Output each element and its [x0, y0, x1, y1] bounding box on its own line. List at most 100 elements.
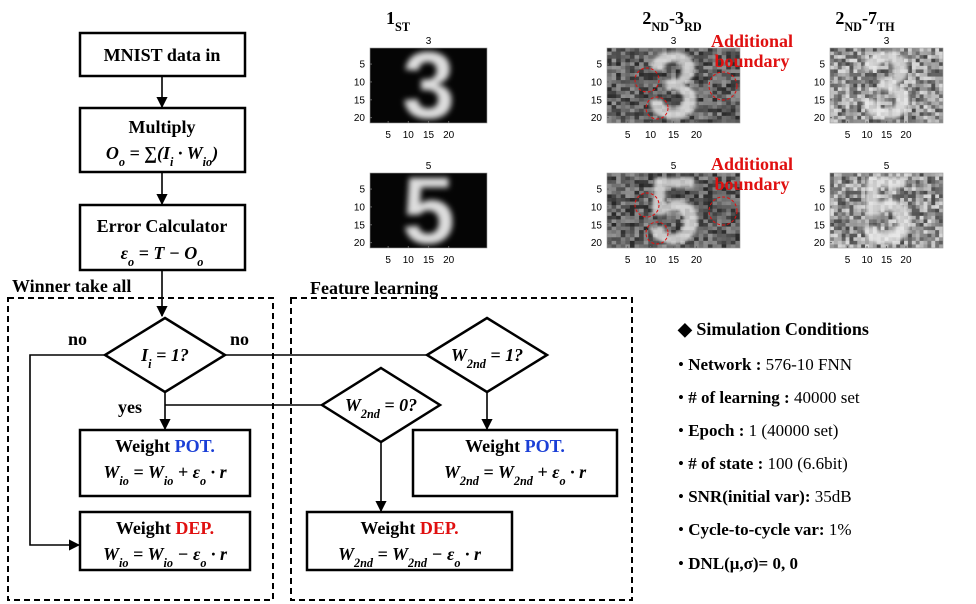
noise-pixel — [726, 55, 732, 60]
noise-pixel — [671, 80, 677, 85]
noise-pixel — [712, 98, 718, 102]
formula-sub: o — [560, 474, 566, 488]
noise-pixel — [735, 244, 740, 248]
noise-pixel — [689, 90, 695, 95]
noise-pixel — [880, 55, 885, 60]
noise-pixel — [939, 208, 943, 213]
noise-pixel — [884, 62, 889, 67]
noise-pixel — [684, 187, 690, 192]
noise-pixel — [904, 194, 909, 199]
noise-pixel — [698, 87, 704, 92]
noise-pixel — [680, 108, 686, 113]
noise-pixel — [830, 194, 835, 199]
noise-pixel — [931, 223, 936, 227]
noise-pixel — [607, 69, 612, 74]
noise-pixel — [684, 208, 690, 213]
condition-label: Cycle-to-cycle var: — [688, 520, 824, 539]
noise-pixel — [707, 55, 713, 60]
noise-pixel — [876, 215, 881, 220]
noise-pixel — [689, 233, 695, 238]
noise-pixel — [923, 244, 928, 248]
noise-pixel — [849, 230, 854, 235]
noise-pixel — [896, 244, 901, 248]
condition-label: DNL(μ,σ)= 0, 0 — [688, 554, 798, 573]
noise-pixel — [703, 233, 709, 238]
noise-pixel — [861, 240, 866, 245]
noise-pixel — [900, 183, 905, 188]
formula-sub: io — [119, 474, 129, 488]
noise-pixel — [884, 90, 889, 95]
noise-pixel — [675, 183, 681, 188]
noise-pixel — [657, 219, 663, 224]
branch-label: no — [68, 329, 87, 349]
noise-pixel — [907, 115, 913, 120]
noise-pixel — [689, 51, 695, 56]
noise-pixel — [684, 73, 690, 77]
noise-pixel — [919, 230, 924, 235]
noise-pixel — [935, 183, 940, 188]
noise-pixel — [639, 80, 644, 85]
noise-pixel — [726, 190, 732, 195]
noise-pixel — [939, 237, 943, 242]
noise-pixel — [837, 48, 842, 52]
noise-pixel — [904, 58, 909, 63]
noise-pixel — [939, 108, 943, 113]
noise-pixel — [607, 230, 612, 235]
noise-pixel — [648, 55, 654, 60]
noise-pixel — [861, 187, 866, 192]
noise-pixel — [833, 94, 839, 99]
noise-pixel — [931, 94, 936, 99]
noise-pixel — [907, 219, 913, 224]
noise-pixel — [884, 94, 889, 99]
noise-pixel — [616, 208, 622, 213]
noise-pixel — [892, 51, 897, 56]
noise-pixel — [712, 223, 718, 227]
noise-pixel — [868, 51, 874, 56]
noise-pixel — [735, 94, 740, 99]
noise-pixel — [611, 233, 617, 238]
noise-pixel — [625, 190, 631, 195]
noise-pixel — [857, 180, 862, 185]
noise-pixel — [717, 115, 722, 120]
noise-pixel — [931, 233, 936, 238]
noise-pixel — [625, 205, 631, 210]
noise-pixel — [607, 94, 612, 99]
noise-pixel — [853, 90, 858, 95]
noise-pixel — [907, 226, 913, 231]
noise-pixel — [896, 205, 901, 210]
noise-pixel — [923, 233, 928, 238]
noise-pixel — [639, 51, 644, 56]
noise-pixel — [698, 112, 704, 117]
noise-pixel — [919, 187, 924, 192]
noise-pixel — [923, 83, 928, 88]
noise-pixel — [841, 208, 846, 213]
noise-pixel — [712, 65, 718, 70]
noise-pixel — [888, 176, 893, 181]
noise-pixel — [888, 237, 893, 242]
noise-pixel — [625, 233, 631, 238]
y-tick-label: 5 — [819, 185, 825, 196]
noise-pixel — [666, 219, 672, 224]
noise-pixel — [915, 51, 920, 56]
noise-pixel — [880, 58, 885, 63]
noise-pixel — [872, 180, 878, 185]
noise-pixel — [611, 180, 617, 185]
noise-pixel — [607, 183, 612, 188]
noise-pixel — [868, 58, 874, 63]
noise-pixel — [857, 112, 862, 117]
noise-pixel — [712, 226, 718, 231]
noise-pixel — [872, 183, 878, 188]
noise-pixel — [643, 80, 649, 85]
noise-pixel — [707, 183, 713, 188]
noise-pixel — [620, 183, 626, 188]
noise-pixel — [865, 212, 870, 217]
noise-pixel — [735, 233, 740, 238]
noise-pixel — [652, 48, 658, 52]
noise-pixel — [915, 55, 920, 60]
noise-pixel — [662, 212, 667, 217]
noise-pixel — [904, 183, 909, 188]
noise-pixel — [931, 237, 936, 242]
noise-pixel — [884, 115, 889, 120]
noise-pixel — [726, 69, 732, 74]
noise-pixel — [884, 226, 889, 231]
